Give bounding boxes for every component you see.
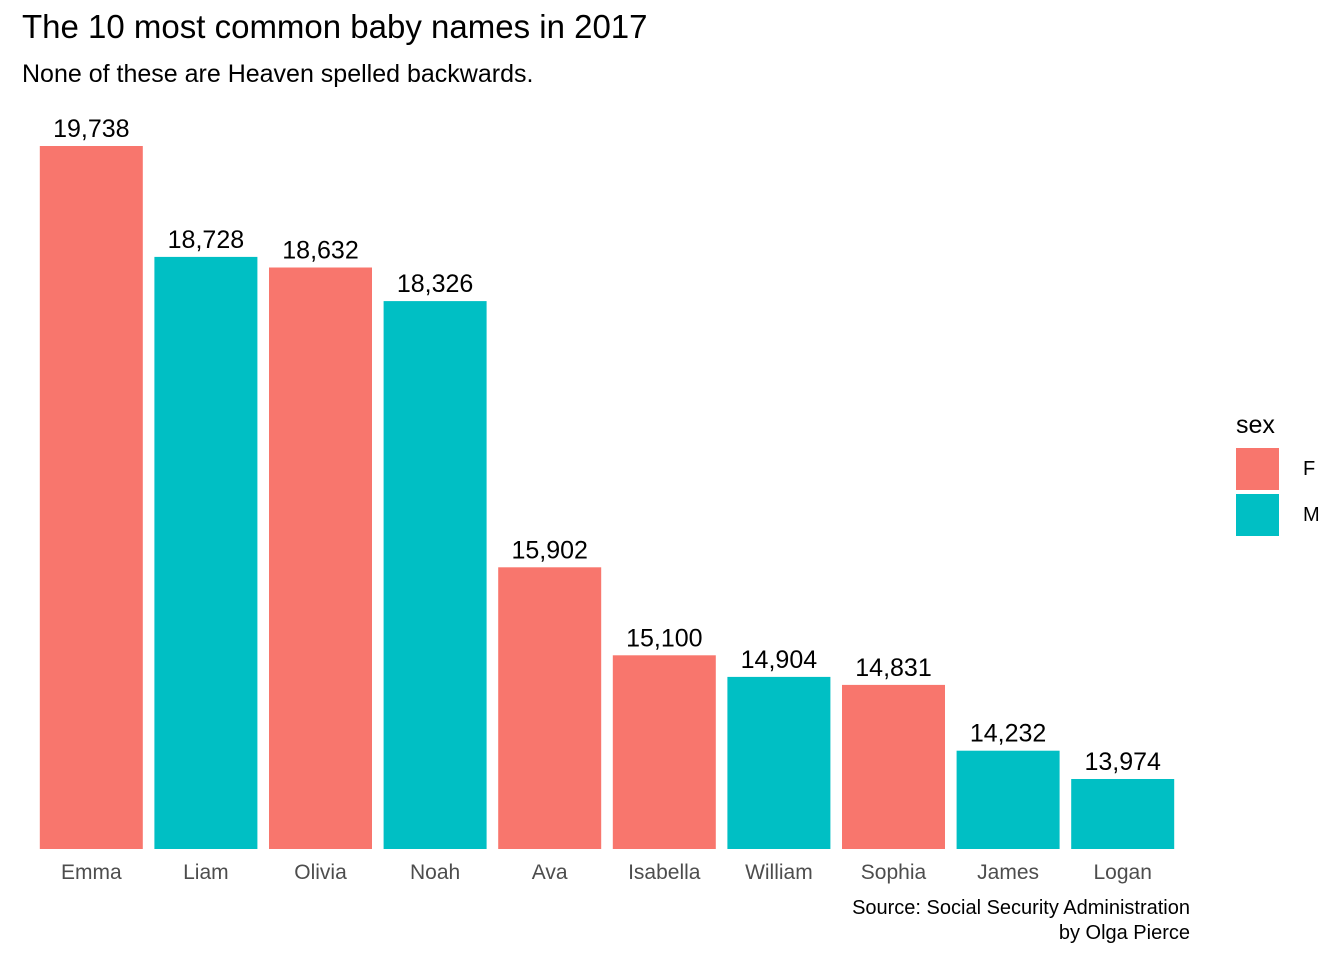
value-label-logan: 13,974 (1084, 748, 1161, 776)
x-tick-label-olivia: Olivia (294, 861, 347, 884)
x-tick-label-logan: Logan (1093, 861, 1151, 884)
bar-emma (39, 146, 143, 849)
chart-subtitle: None of these are Heaven spelled backwar… (22, 60, 534, 88)
x-tick-label-sophia: Sophia (861, 861, 927, 884)
value-label-sophia: 14,831 (855, 654, 931, 682)
caption-source: Source: Social Security Administration (852, 897, 1190, 919)
legend-label-m: M (1303, 503, 1320, 526)
legend-title: sex (1236, 411, 1275, 439)
bar-olivia (269, 267, 372, 849)
x-tick-label-james: James (977, 861, 1039, 884)
chart-title: The 10 most common baby names in 2017 (22, 8, 648, 45)
legend-item-m: M (1236, 494, 1320, 536)
value-label-emma: 19,738 (53, 115, 129, 143)
x-tick-label-william: William (745, 861, 813, 884)
value-label-james: 14,232 (970, 720, 1046, 748)
x-tick-label-isabella: Isabella (628, 861, 701, 884)
value-label-ava: 15,902 (511, 536, 587, 564)
x-tick-label-emma: Emma (61, 861, 122, 884)
legend-item-f: F (1236, 448, 1320, 490)
legend-key-f (1236, 448, 1279, 490)
value-label-isabella: 15,100 (626, 624, 702, 652)
x-tick-label-ava: Ava (532, 861, 568, 884)
bar-noah (383, 301, 487, 850)
caption-author: by Olga Pierce (1058, 922, 1190, 944)
bar-william (727, 676, 831, 849)
value-label-noah: 18,326 (397, 270, 473, 298)
x-tick-label-noah: Noah (410, 861, 460, 884)
value-label-william: 14,904 (741, 646, 818, 674)
value-label-liam: 18,728 (168, 226, 244, 254)
bar-liam (154, 256, 258, 849)
bar-james (956, 750, 1060, 849)
x-tick-label-liam: Liam (183, 861, 229, 884)
bar-sophia (842, 684, 945, 849)
caption: Source: Social Security Administration b… (852, 896, 1190, 946)
value-label-olivia: 18,632 (282, 237, 358, 265)
legend-key-m (1236, 494, 1279, 536)
legend: sex F M (1236, 408, 1320, 536)
bar-isabella (612, 655, 716, 849)
bar-logan (1071, 779, 1175, 849)
bar-ava (498, 567, 602, 849)
legend-label-f: F (1303, 457, 1316, 480)
